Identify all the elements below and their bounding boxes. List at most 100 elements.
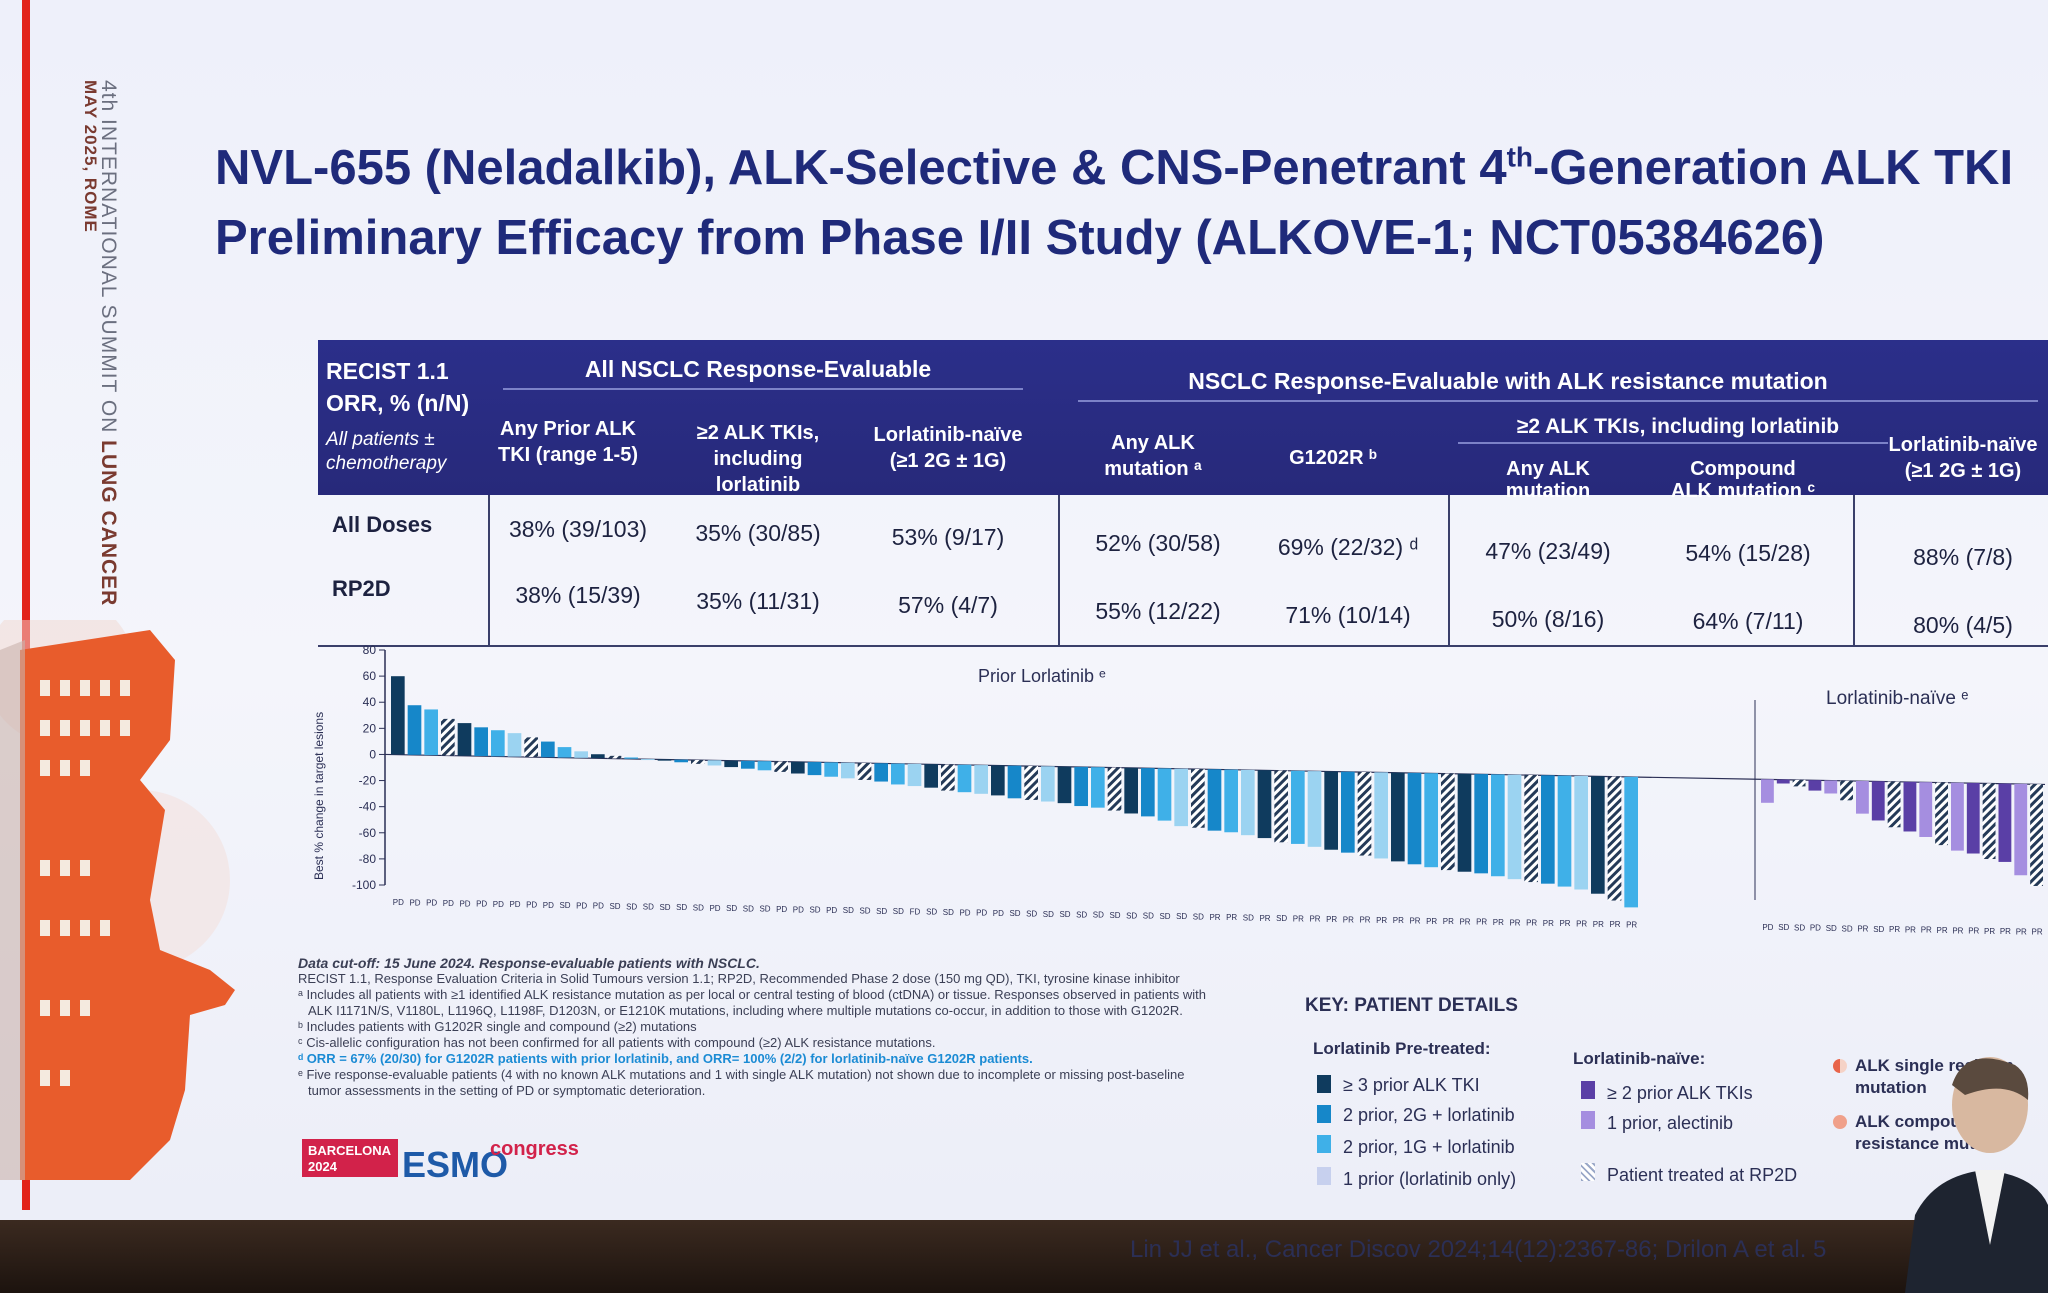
key-naive-title: Lorlatinib-naïve: [1573,1049,1706,1068]
bar [941,764,955,791]
bar [1557,775,1572,887]
slide: MAY 2025, ROME 4th INTERNATIONAL SUMMIT … [0,0,2048,1220]
bar [1057,766,1072,804]
bar [1257,770,1272,839]
response-label: PR [1259,914,1270,923]
footnote-7: ᵉ Five response-evaluable patients (4 wi… [298,1067,1185,1082]
cell-all-doses-4: 69% (22/32) ᵈ [1277,534,1419,560]
room-floor [0,1220,2048,1293]
presenter-silhouette [1905,1057,2048,1293]
bar [1903,781,1917,832]
bar [1224,769,1238,833]
bar [757,761,772,771]
bar [1491,774,1505,877]
bar [1041,766,1055,802]
response-label: PD [409,898,420,907]
bar [841,762,855,779]
response-label: SD [1043,910,1054,919]
response-label: PD [826,906,837,915]
bar [1871,781,1885,821]
bar [524,737,538,757]
response-label: PR [1609,920,1620,929]
response-label: PR [1209,913,1220,922]
bar [1998,783,2012,862]
response-label: SD [659,903,670,912]
bar [541,741,555,758]
y-tick-label: -20 [359,774,377,788]
response-label: SD [1842,924,1853,933]
response-label: PR [1857,925,1868,934]
col-divider [1058,495,1060,645]
bar [674,759,688,763]
swatch-hatch [1581,1163,1595,1181]
y-tick-label: 0 [369,747,376,761]
bar [924,764,938,788]
bar [957,764,972,793]
response-label: PR [1459,917,1470,926]
response-label: PD [543,901,554,910]
waterfall-chart: Best % change in target lesions 80 60 40 20… [312,643,2046,937]
table-bottom-rule [318,645,2048,647]
bar [1887,781,1901,828]
swatch-purple-dark [1581,1081,1595,1099]
red-accent-line [22,0,30,1210]
bar [1341,771,1355,853]
cell-all-doses-5: 47% (23/49) [1485,538,1611,564]
bar [1541,775,1555,884]
key-pretreated-0: ≥ 3 prior ALK TKI [1343,1075,1480,1095]
cell-all-doses-0: 38% (39/103) [508,516,648,542]
y-tick-label: -80 [359,852,377,866]
bar [1091,767,1105,808]
y-tick-label: 80 [363,643,377,657]
bar [591,754,605,759]
response-label: SD [1076,910,1087,919]
bar [1274,770,1288,843]
response-label: SD [876,907,887,916]
bar [1792,779,1806,787]
response-labels: PD PD PD PD PD PD PD PD PD PD SD PD PD SD SD SD SD SD SD PD… [393,898,2043,937]
bar [557,747,572,758]
response-label: SD [1009,909,1020,918]
bar [1574,775,1588,890]
bar [1607,776,1622,901]
bar [907,763,922,787]
bar [641,759,655,761]
response-label: SD [926,908,937,917]
response-label: SD [1159,912,1170,921]
bar [1824,780,1838,794]
response-label: PD [443,899,454,908]
y-tick-label: 60 [363,669,377,683]
bar [424,709,438,756]
bar [1761,779,1774,803]
cell-rp2d-4: 71% (10/14) [1285,602,1411,628]
response-label: PR [1493,918,1504,927]
response-label: PR [1393,916,1404,925]
bar [1919,782,1933,837]
response-label: SD [693,904,704,913]
response-label: SD [1276,914,1287,923]
bar [791,761,805,774]
col-compound: Compound ALK mutation ᶜ [1670,458,1816,502]
bar [657,759,672,761]
cell-rp2d-2: 57% (4/7) [898,592,998,618]
group-alk-mutation: NSCLC Response-Evaluable with ALK resist… [1188,368,1828,394]
col-divider [1448,495,1450,645]
col-g1202r: G1202R ᵇ [1289,447,1377,469]
bar [1808,780,1822,791]
corner-title: RECIST 1.1 [326,358,449,384]
response-label: SD [1193,913,1204,922]
bar [974,765,988,794]
response-label: PD [476,900,487,909]
response-label: PR [1937,926,1948,935]
subgroup-two-tkis: ≥2 ALK TKIs, including lorlatinib [1516,415,1840,438]
response-label: PR [1559,919,1570,928]
response-label: PR [2032,928,2043,937]
col-lorla-naive: Lorlatinib-naïve (≥1 2G ± 1G) [873,424,1023,472]
bar [1307,771,1322,847]
col-any-alk: Any ALK mutation ᵃ [1104,432,1202,480]
response-label: PD [709,904,720,913]
key-naive-0: ≥ 2 prior ALK TKIs [1607,1083,1753,1103]
response-label: FD [910,907,921,916]
bar [1624,776,1638,908]
response-label: PR [1509,918,1520,927]
